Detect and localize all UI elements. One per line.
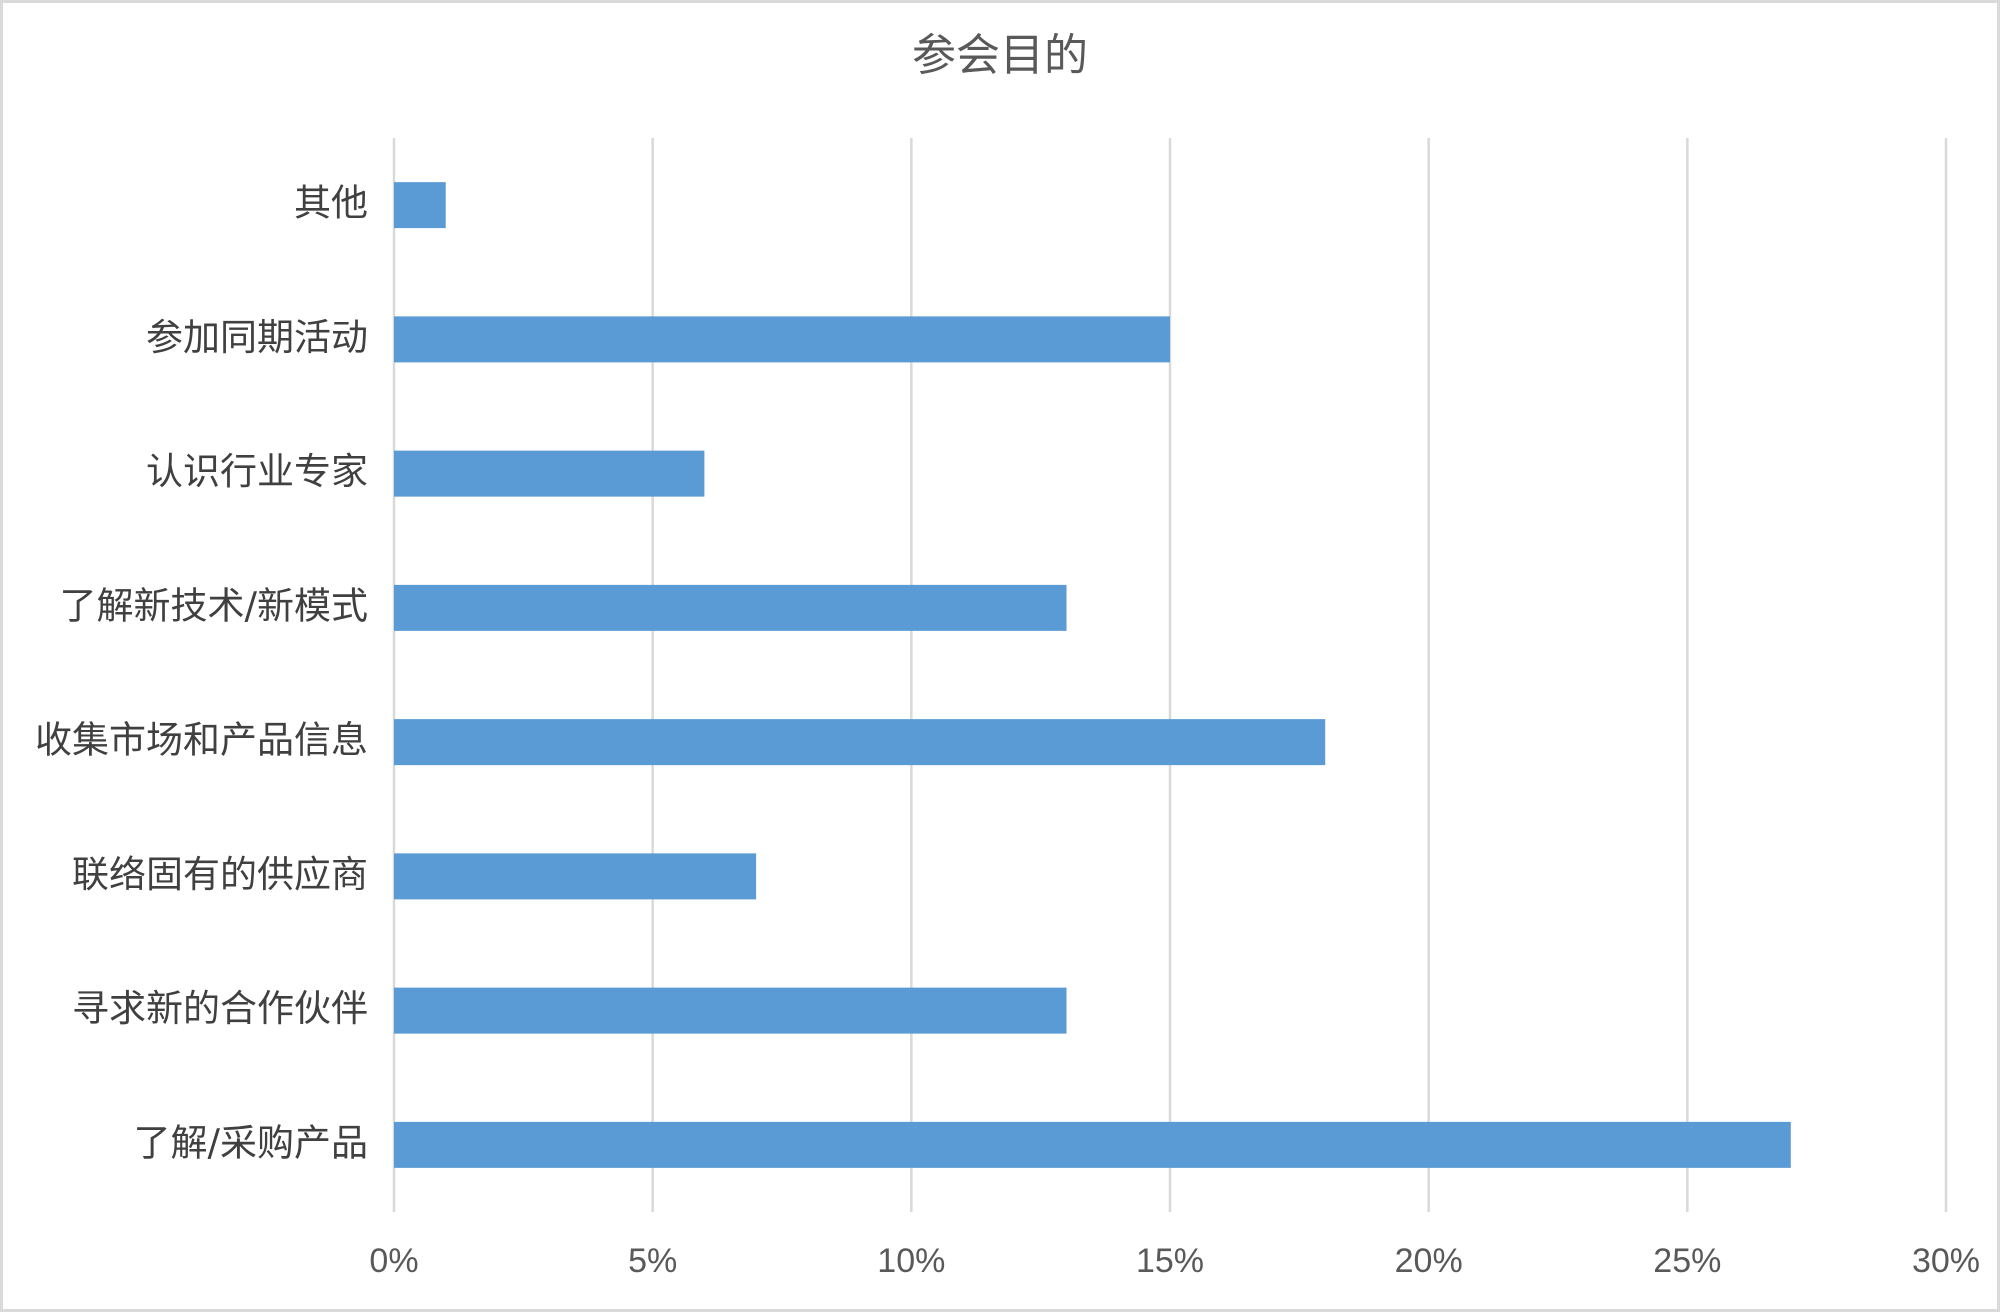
category-label: 了解/采购产品 [134,1121,368,1164]
category-label: 联络固有的供应商 [72,853,368,896]
gridlines [392,138,1948,1212]
bar [394,1121,1791,1168]
chart-title: 参会目的 [912,30,1088,81]
bar [394,987,1067,1034]
x-tick-label: 30% [1912,1242,1980,1280]
category-label: 收集市场和产品信息 [35,719,368,762]
category-label: 了解新技术/新模式 [60,584,368,627]
category-labels: 其他参加同期活动认识行业专家了解新技术/新模式收集市场和产品信息联络固有的供应商… [35,182,368,1165]
bar [394,584,1067,631]
x-tick-label: 5% [628,1242,677,1280]
bar [394,853,757,900]
category-label: 其他 [294,182,368,225]
category-label: 寻求新的合作伙伴 [72,987,368,1030]
bar [394,719,1326,766]
x-tick-label: 10% [877,1242,945,1280]
bars [394,182,1791,1168]
bar [394,182,446,229]
x-tick-label: 20% [1395,1242,1463,1280]
bar [394,450,705,497]
x-tick-label: 0% [369,1242,418,1280]
x-tick-label: 15% [1136,1242,1204,1280]
bar [394,316,1170,363]
x-tick-label: 25% [1653,1242,1721,1280]
x-axis-tick-labels: 0% 5% 10% 15% 20% 25% 30% [369,1242,1980,1280]
category-label: 认识行业专家 [146,450,368,493]
category-label: 参加同期活动 [146,316,368,359]
